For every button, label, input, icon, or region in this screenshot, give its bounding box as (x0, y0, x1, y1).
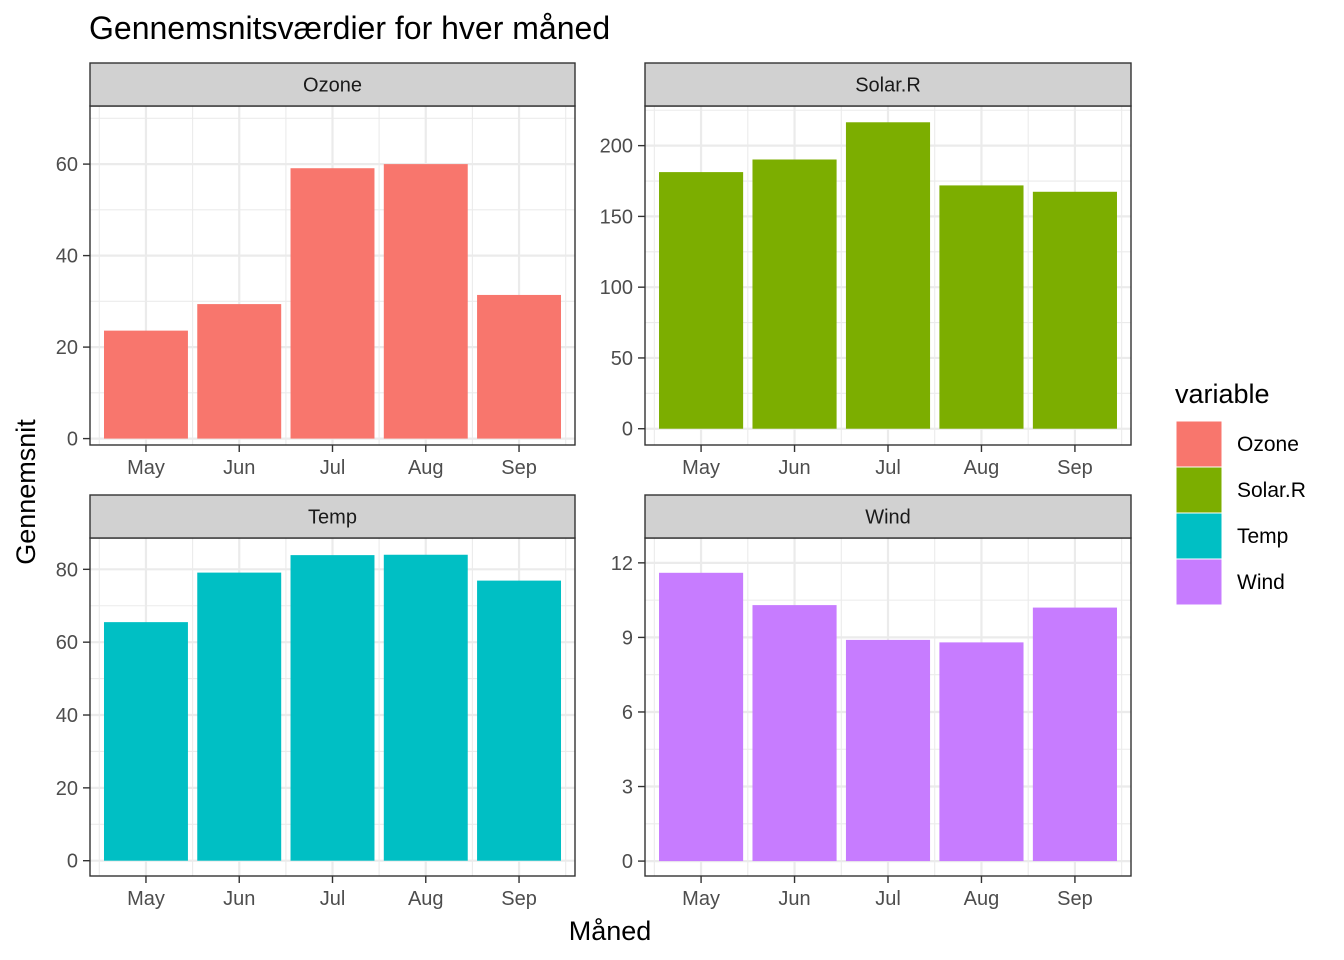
facet-strip-label: Solar.R (855, 75, 921, 97)
legend-swatch (1175, 466, 1223, 514)
y-tick-label: 150 (600, 206, 633, 228)
bar-may (103, 622, 188, 861)
y-tick-label: 40 (56, 246, 78, 268)
legend-label: Wind (1237, 571, 1285, 594)
facet-strip (644, 62, 1132, 107)
bar-sep (1032, 191, 1117, 429)
y-tick-label: 6 (622, 702, 633, 724)
panel-ozone: Ozone 0 20 40 60 May Jun Jul Aug Sep (56, 62, 576, 479)
legend-item-solar-r: Solar.R (1175, 466, 1306, 514)
y-tick-label: 12 (611, 553, 633, 575)
legend-swatch (1175, 512, 1223, 560)
y-tick-label: 0 (67, 429, 78, 451)
bar-jun (197, 572, 282, 861)
x-tick-label: Jun (778, 457, 810, 479)
bar-jun (197, 304, 282, 439)
x-axis-title: Måned (569, 916, 652, 946)
legend-items: Ozone Solar.R Temp Wind (1175, 420, 1306, 606)
legend-item-wind: Wind (1175, 558, 1285, 606)
legend-label: Temp (1237, 525, 1288, 548)
bar-jul (845, 639, 931, 862)
x-tick-label: Aug (408, 888, 444, 910)
y-tick-label: 100 (600, 277, 633, 299)
facet-strip-label: Wind (865, 507, 911, 529)
y-tick-label: 20 (56, 778, 78, 800)
y-tick-label: 0 (67, 851, 78, 873)
bar-sep (477, 294, 562, 439)
bar-may (659, 172, 744, 429)
legend-item-temp: Temp (1175, 512, 1288, 560)
panel-wind: Wind 0 3 6 9 12 May Jun Jul Aug Sep (611, 494, 1132, 910)
legend-label: Solar.R (1237, 479, 1306, 502)
legend-swatch (1175, 420, 1223, 468)
x-tick-label: Sep (1057, 888, 1093, 910)
legend-title: variable (1175, 379, 1270, 409)
y-tick-label: 40 (56, 705, 78, 727)
bar-jul (290, 168, 375, 439)
legend: variable Ozone Solar.R Temp Wind (1175, 379, 1306, 606)
bar-aug (939, 642, 1024, 862)
y-tick-label: 0 (622, 851, 633, 873)
y-tick-label: 80 (56, 559, 78, 581)
bar-jun (752, 159, 837, 429)
y-tick-label: 60 (56, 632, 78, 654)
x-tick-label: Sep (501, 457, 537, 479)
x-tick-label: Jul (320, 888, 346, 910)
x-tick-label: Jun (778, 888, 810, 910)
x-tick-label: May (127, 457, 165, 479)
y-tick-label: 3 (622, 777, 633, 799)
bar-may (659, 572, 744, 862)
y-tick-label: 50 (611, 348, 633, 370)
x-tick-label: Sep (501, 888, 537, 910)
bar-jul (845, 122, 931, 429)
legend-item-ozone: Ozone (1175, 420, 1299, 468)
facet-strip (644, 494, 1132, 539)
bar-aug (383, 164, 468, 439)
chart-title: Gennemsnitsværdier for hver måned (89, 10, 610, 46)
y-tick-label: 200 (600, 136, 633, 158)
bar-may (103, 330, 188, 439)
y-axis-title: Gennemsnit (11, 419, 41, 565)
x-tick-label: Jul (875, 888, 901, 910)
y-tick-label: 9 (622, 627, 633, 649)
y-tick-label: 20 (56, 337, 78, 359)
bar-jul (290, 555, 375, 861)
panel-solar-r: Solar.R 0 50 100 150 200 May Jun Jul Aug Sep (600, 62, 1132, 479)
x-tick-label: Aug (964, 457, 1000, 479)
x-tick-label: Jun (223, 457, 255, 479)
legend-label: Ozone (1237, 433, 1299, 456)
bar-aug (939, 185, 1024, 429)
x-tick-label: Aug (964, 888, 1000, 910)
facet-strip-label: Temp (308, 507, 357, 529)
bar-sep (477, 580, 562, 861)
y-tick-label: 60 (56, 154, 78, 176)
bar-sep (1032, 607, 1117, 862)
facet-strip (89, 62, 576, 107)
y-tick-label: 0 (622, 419, 633, 441)
bar-aug (383, 554, 468, 861)
facet-strip-label: Ozone (303, 75, 362, 97)
x-tick-label: May (682, 888, 720, 910)
x-tick-label: Jul (320, 457, 346, 479)
x-tick-label: May (682, 457, 720, 479)
facet-strip (89, 494, 576, 539)
x-tick-label: Jul (875, 457, 901, 479)
x-tick-label: Aug (408, 457, 444, 479)
x-tick-label: Sep (1057, 457, 1093, 479)
x-tick-label: Jun (223, 888, 255, 910)
bar-jun (752, 605, 837, 862)
panel-temp: Temp 0 20 40 60 80 May Jun Jul Aug Sep (56, 494, 576, 910)
x-tick-label: May (127, 888, 165, 910)
legend-swatch (1175, 558, 1223, 606)
